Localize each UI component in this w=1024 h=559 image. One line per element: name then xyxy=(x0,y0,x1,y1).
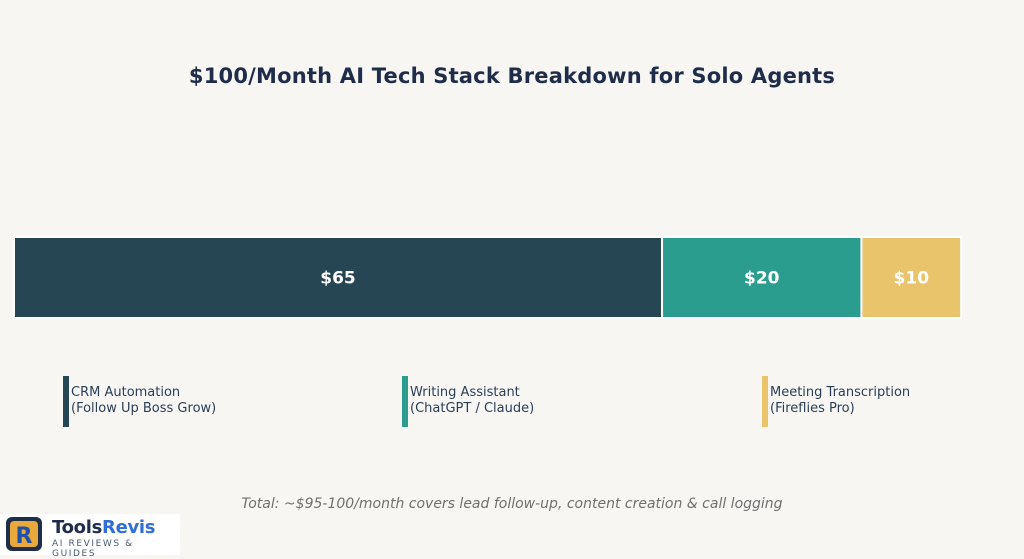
bar-value-label-0: $65 xyxy=(320,269,356,289)
bar-value-label-2: $10 xyxy=(894,269,930,289)
legend-swatch xyxy=(762,376,768,427)
bar-value-label-1: $20 xyxy=(744,269,780,289)
legend-label: CRM Automation (Follow Up Boss Grow) xyxy=(71,385,217,416)
brand-badge[interactable]: R ToolsRevis AI REVIEWS & GUIDES xyxy=(0,514,180,559)
legend-swatch xyxy=(402,376,408,427)
brand-logo-icon: R xyxy=(6,517,42,551)
legend-label: Meeting Transcription (Fireflies Pro) xyxy=(770,385,911,416)
brand-logo-letter: R xyxy=(16,524,33,549)
bar-segment-2 xyxy=(860,236,963,319)
chart-title: $100/Month AI Tech Stack Breakdown for S… xyxy=(188,64,836,88)
brand-name: ToolsRevis xyxy=(52,517,156,538)
total-annotation: Total: ~$95-100/month covers lead follow… xyxy=(241,496,783,512)
brand-name-part2: Revis xyxy=(102,517,156,538)
legend-swatch xyxy=(63,376,69,427)
brand-tagline: AI REVIEWS & GUIDES xyxy=(52,539,134,559)
bar-segment-0 xyxy=(13,236,664,319)
brand-name-part1: Tools xyxy=(52,517,103,538)
legend-label: Writing Assistant (ChatGPT / Claude) xyxy=(410,385,535,416)
bar-segment-1 xyxy=(661,236,863,319)
